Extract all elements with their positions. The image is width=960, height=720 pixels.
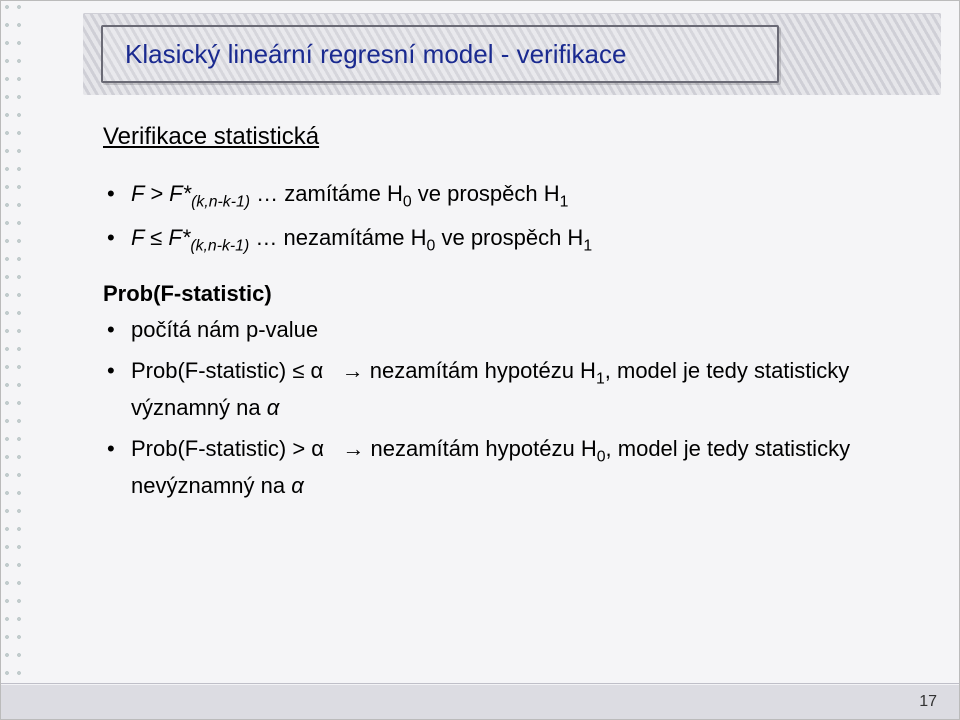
- h1-sub-2: 1: [583, 237, 592, 254]
- footer-bar: 17: [1, 683, 959, 719]
- prob-le-hsub: 1: [596, 370, 605, 387]
- f-gt-sub: (k,n-k-1): [191, 193, 250, 210]
- noreject-tail: ve prospěch H: [435, 225, 583, 250]
- arrow-icon-2: →: [342, 436, 364, 461]
- title-box: Klasický lineární regresní model - verif…: [101, 25, 779, 83]
- prob-list: počítá nám p-value Prob(F-statistic) ≤ α…: [103, 313, 899, 502]
- prob-le-lhs: Prob(F-statistic) ≤ α: [131, 358, 323, 383]
- criterion-reject: F > F*(k,n-k-1) … zamítáme H0 ve prospěc…: [103, 177, 899, 215]
- criterion-noreject: F ≤ F*(k,n-k-1) … nezamítáme H0 ve prosp…: [103, 221, 899, 259]
- alpha-2: α: [291, 473, 304, 498]
- f-gt-fcrit: F > F*: [131, 181, 191, 206]
- page-number: 17: [919, 693, 937, 711]
- prob-le-rhs-a: nezamítám hypotézu H: [364, 358, 596, 383]
- slide-title: Klasický lineární regresní model - verif…: [125, 39, 626, 70]
- h0-sub: 0: [403, 193, 412, 210]
- subheading: Verifikace statistická: [103, 123, 899, 151]
- prob-fstat-heading: Prob(F-statistic): [103, 281, 899, 307]
- prob-gt-hsub: 0: [597, 448, 606, 465]
- alpha-1: α: [267, 395, 280, 420]
- prob-gt-alpha: Prob(F-statistic) > α → nezamítám hypoté…: [103, 432, 899, 502]
- h1-sub: 1: [560, 193, 569, 210]
- reject-text: … zamítáme H: [250, 181, 403, 206]
- f-le-fcrit: F ≤ F*: [131, 225, 190, 250]
- pvalue-line: počítá nám p-value: [103, 313, 899, 346]
- arrow-icon: →: [342, 358, 364, 383]
- slide: Klasický lineární regresní model - verif…: [0, 0, 960, 720]
- prob-le-alpha: Prob(F-statistic) ≤ α → nezamítám hypoté…: [103, 354, 899, 424]
- criteria-list: F > F*(k,n-k-1) … zamítáme H0 ve prospěc…: [103, 177, 899, 259]
- content-area: Verifikace statistická F > F*(k,n-k-1) ……: [103, 123, 899, 510]
- prob-gt-lhs: Prob(F-statistic) > α: [131, 436, 324, 461]
- prob-gt-rhs-a: nezamítám hypotézu H: [364, 436, 596, 461]
- left-dotted-strip: [1, 1, 25, 719]
- noreject-text: … nezamítáme H: [249, 225, 426, 250]
- reject-tail: ve prospěch H: [412, 181, 560, 206]
- f-le-sub: (k,n-k-1): [190, 237, 249, 254]
